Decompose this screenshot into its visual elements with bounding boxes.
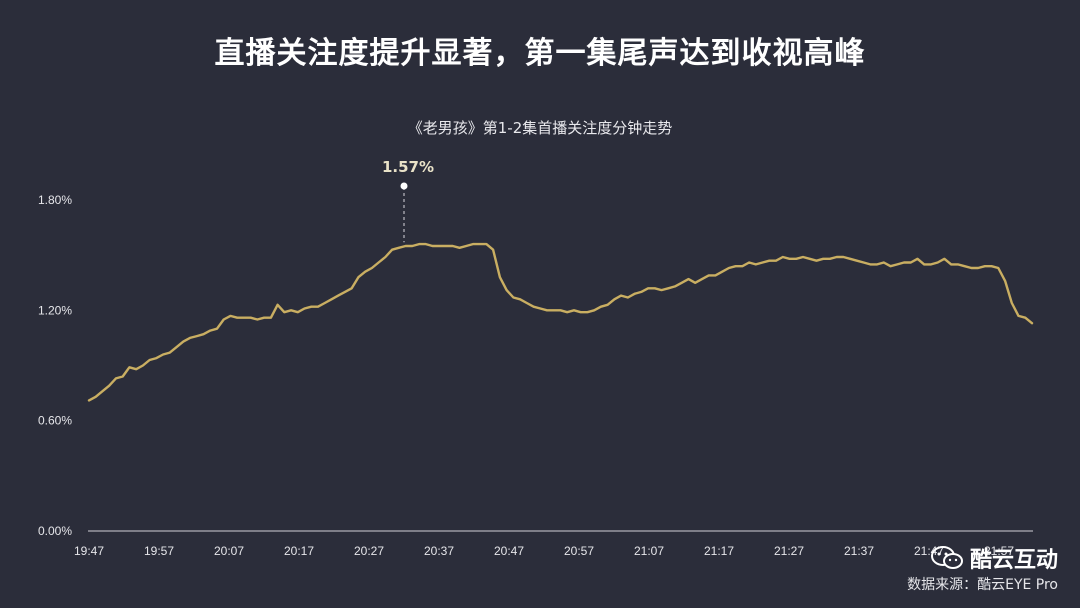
x-tick-label: 20:27 [354, 544, 384, 558]
x-tick-label: 20:47 [494, 544, 524, 558]
x-tick-label: 21:07 [634, 544, 664, 558]
x-tick-label: 19:57 [144, 544, 174, 558]
peak-label: 1.57% [382, 158, 434, 176]
brand-name: 酷云互动 [969, 548, 1058, 573]
x-tick-label: 21:17 [704, 544, 734, 558]
y-tick-label: 1.20% [38, 303, 72, 317]
headline: 直播关注度提升显著，第一集尾声达到收视高峰 [214, 36, 866, 71]
y-tick-label: 1.80% [38, 193, 72, 207]
x-tick-label: 20:37 [424, 544, 454, 558]
x-tick-label: 19:47 [74, 544, 104, 558]
source-note: 数据来源：酷云EYE Pro [907, 577, 1058, 593]
peak-dot [400, 182, 408, 190]
y-tick-label: 0.60% [38, 414, 72, 428]
wechat-icon [930, 546, 963, 569]
x-tick-label: 21:37 [844, 544, 874, 558]
brand-watermark: 酷云互动 [930, 542, 1058, 574]
x-tick-label: 20:57 [564, 544, 594, 558]
x-tick-label: 21:27 [774, 544, 804, 558]
x-tick-label: 20:17 [284, 544, 314, 558]
x-tick-label: 21:57 [984, 544, 1014, 558]
chart-title: 《老男孩》第1-2集首播关注度分钟走势 [407, 119, 673, 137]
x-tick-label: 20:07 [214, 544, 244, 558]
series-line [87, 242, 1034, 402]
y-tick-label: 0.00% [38, 524, 72, 538]
